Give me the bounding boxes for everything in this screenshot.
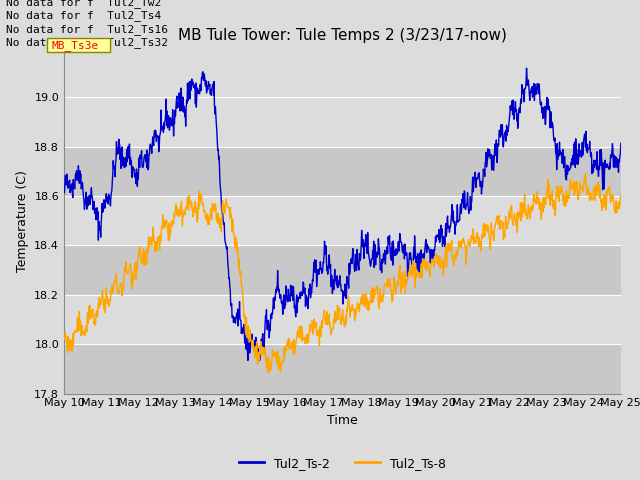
X-axis label: Time: Time	[327, 414, 358, 427]
Text: No data for f  Tul2_Ts4: No data for f Tul2_Ts4	[6, 10, 162, 21]
Title: MB Tule Tower: Tule Temps 2 (3/23/17-now): MB Tule Tower: Tule Temps 2 (3/23/17-now…	[178, 28, 507, 43]
Text: No data for f  Tul2_Ts32: No data for f Tul2_Ts32	[6, 37, 168, 48]
Text: No data for f  Tul2_Tw2: No data for f Tul2_Tw2	[6, 0, 162, 8]
Bar	[64, 245, 621, 295]
Bar	[64, 97, 621, 147]
Bar	[64, 295, 621, 344]
Y-axis label: Temperature (C): Temperature (C)	[16, 170, 29, 272]
Bar	[64, 344, 621, 394]
Bar	[64, 147, 621, 196]
Bar	[64, 196, 621, 245]
Text: MB_Ts3e: MB_Ts3e	[51, 40, 99, 51]
Text: No data for f  Tul2_Ts16: No data for f Tul2_Ts16	[6, 24, 168, 35]
Legend: Tul2_Ts-2, Tul2_Ts-8: Tul2_Ts-2, Tul2_Ts-8	[234, 452, 451, 475]
